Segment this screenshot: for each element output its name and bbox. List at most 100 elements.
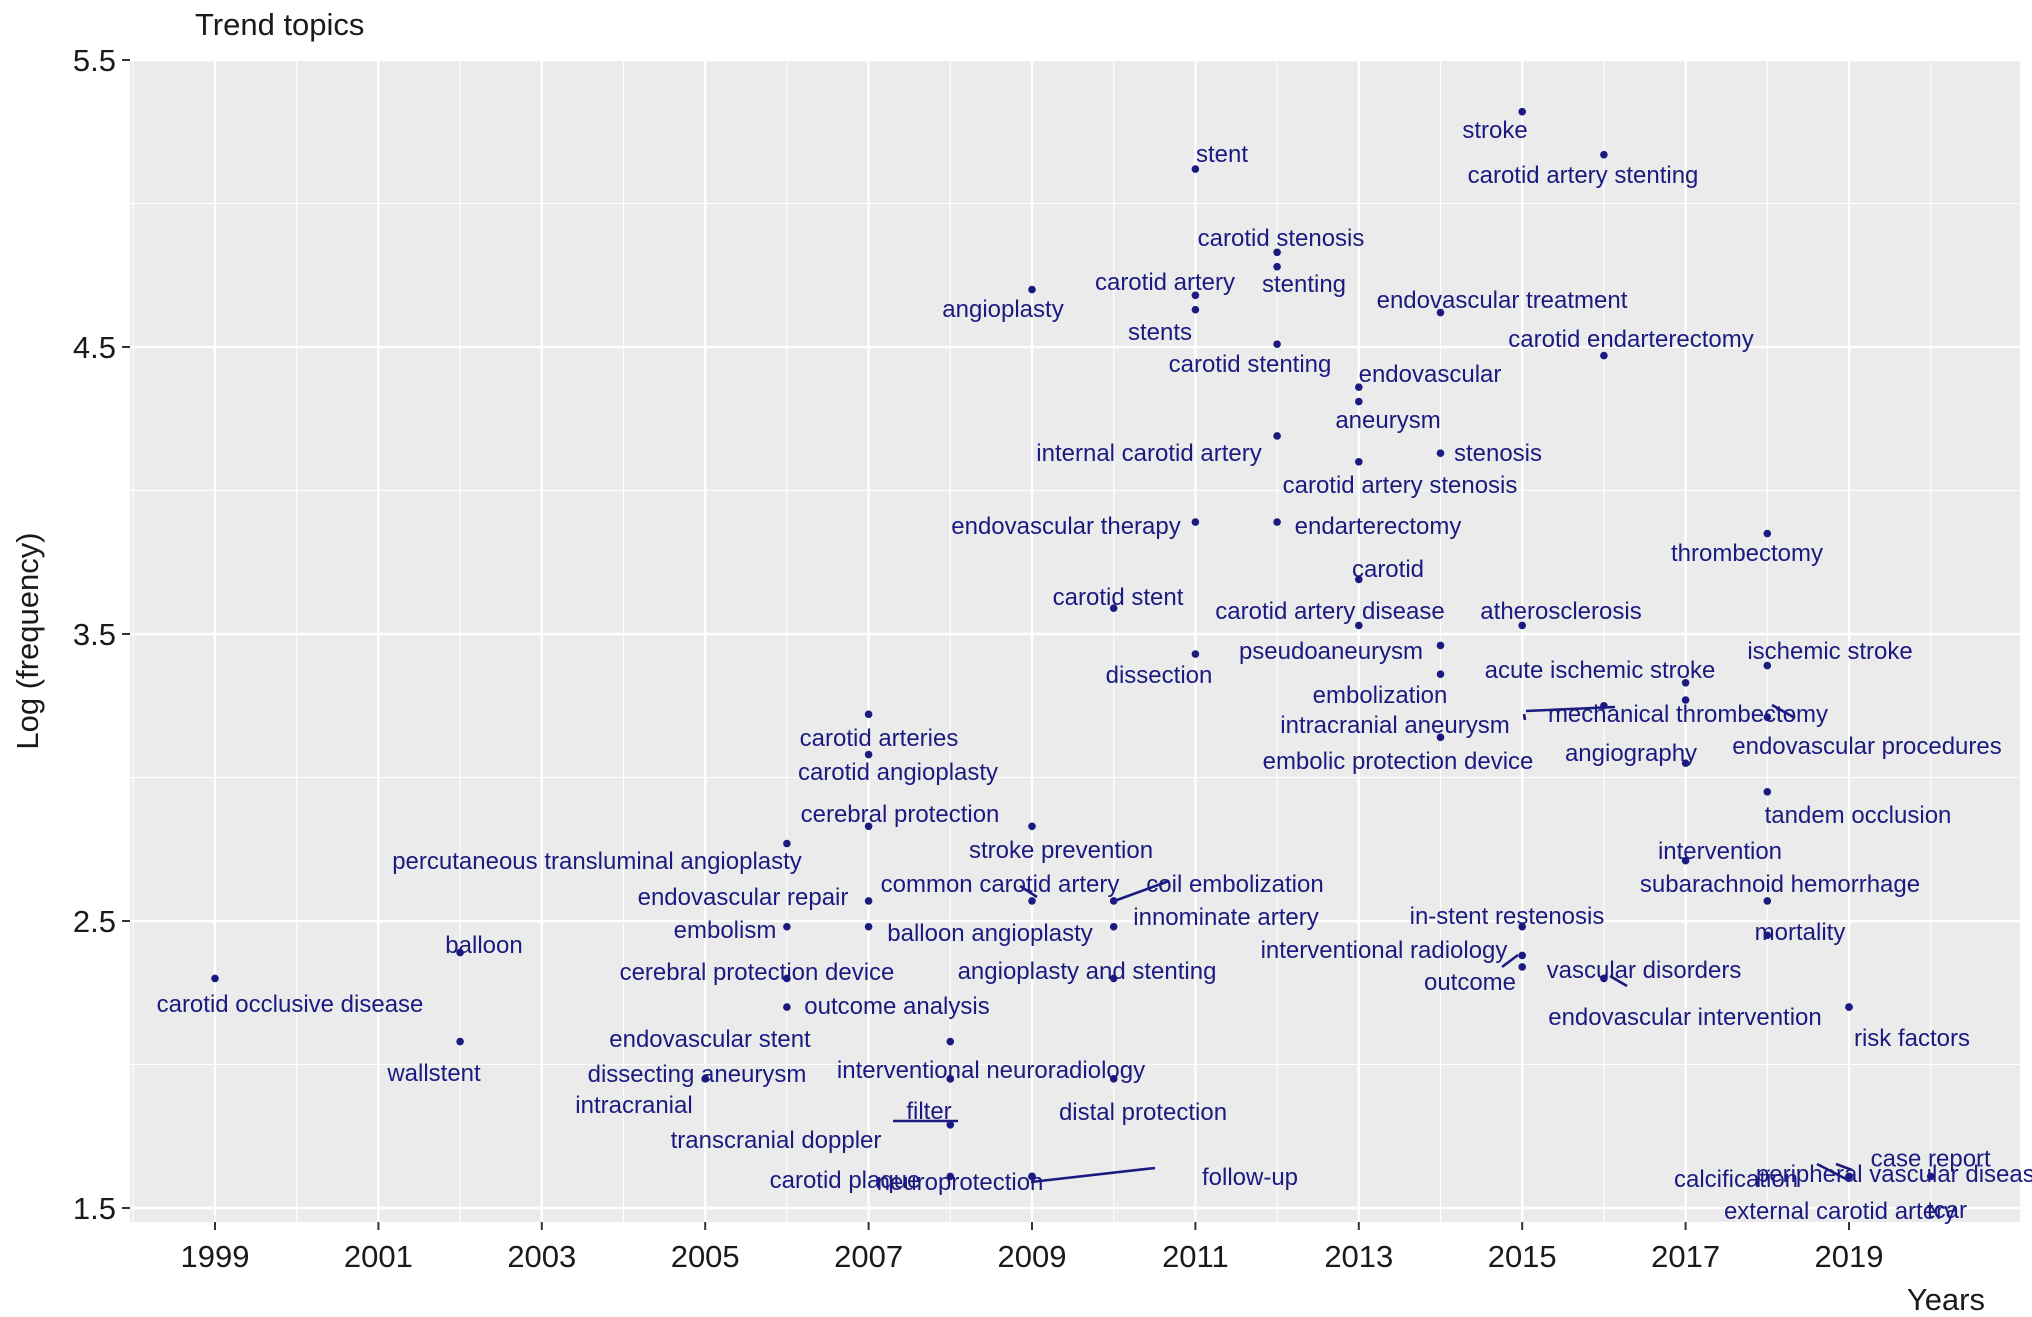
x-tick-label: 2003 — [507, 1239, 576, 1274]
label-cerebral-protection: cerebral protection — [801, 801, 1000, 828]
label-endovascular-procedures: endovascular procedures — [1732, 733, 2002, 760]
x-tick-label: 2019 — [1815, 1239, 1884, 1274]
label-carotid-angioplasty: carotid angioplasty — [798, 759, 998, 786]
point-carotid-arteries — [864, 710, 873, 719]
label-ischemic-stroke: ischemic stroke — [1747, 638, 1912, 665]
label-leader-line — [1019, 884, 1038, 899]
point-case-report — [1926, 1172, 1935, 1181]
label-tcar: tcar — [1927, 1197, 1967, 1224]
label-calcification: calcification — [1674, 1166, 1798, 1193]
point-thrombectomy — [1763, 529, 1772, 538]
point-coil-embolization — [1109, 897, 1118, 905]
x-tick-label: 2009 — [998, 1239, 1067, 1274]
y-tick-label: 1.5 — [73, 1191, 116, 1226]
label-carotid-plaque: carotid plaque — [770, 1167, 921, 1194]
label-endovascular: endovascular — [1359, 361, 1502, 388]
point-outcome — [1518, 963, 1526, 971]
label-innominate-artery: innominate artery — [1133, 904, 1318, 931]
point-percutaneous-transluminal-angioplasty — [783, 839, 791, 848]
label-outcome: outcome — [1424, 969, 1516, 996]
point-pseudoaneurysm — [1436, 641, 1445, 650]
label-subarachnoid-hemorrhage: subarachnoid hemorrhage — [1640, 871, 1920, 898]
label-carotid-artery-stenting: carotid artery stenting — [1468, 162, 1699, 189]
label-endarterectomy: endarterectomy — [1295, 513, 1462, 540]
x-tick-label: 2013 — [1324, 1239, 1393, 1274]
label-peripheral-vascular-disease: peripheral vascular disease — [1756, 1161, 2032, 1188]
label-carotid-endarterectomy: carotid endarterectomy — [1508, 326, 1753, 353]
label-coil-embolization: coil embolization — [1146, 871, 1323, 898]
point-labels: stroke carotid artery stenting stent caroti… — [157, 117, 2032, 1225]
label-vascular-disorders: vascular disorders — [1547, 957, 1742, 984]
label-angioplasty: angioplasty — [942, 296, 1063, 323]
label-aneurysm: aneurysm — [1335, 407, 1440, 434]
point-carotid-artery-stenting — [1600, 150, 1608, 159]
point-endovascular — [1355, 383, 1363, 391]
label-leader-line — [1835, 1162, 1853, 1172]
label-mortality: mortality — [1755, 919, 1846, 946]
label-carotid-stenting: carotid stenting — [1169, 351, 1332, 378]
label-embolization: embolization — [1313, 682, 1448, 709]
label-intracranial-aneurysm: intracranial aneurysm — [1280, 712, 1509, 739]
y-axis-tick-labels: 1.5 2.5 3.5 4.5 5.5 — [73, 43, 116, 1226]
point-embolic-protection-device — [1436, 733, 1445, 742]
label-stroke-prevention: stroke prevention — [969, 837, 1153, 864]
point-transcranial-doppler — [946, 1120, 955, 1129]
label-in-stent-restenosis: in-stent restenosis — [1410, 903, 1605, 930]
point-endovascular-procedures — [1763, 713, 1772, 722]
label-carotid-artery-disease: carotid artery disease — [1215, 598, 1444, 625]
label-cerebral-protection-device: cerebral protection device — [620, 959, 895, 986]
point-stent — [1191, 165, 1200, 173]
y-tick-label: 4.5 — [73, 330, 116, 365]
point-common-carotid-artery — [1028, 897, 1036, 905]
label-carotid-artery-stenosis: carotid artery stenosis — [1283, 472, 1518, 499]
point-carotid-artery — [1191, 291, 1200, 300]
data-points — [211, 107, 1935, 1181]
point-endarterectomy — [1273, 518, 1281, 526]
label-endovascular-therapy: endovascular therapy — [951, 513, 1180, 540]
x-axis-tick-labels: 1999 2001 2003 2005 2007 2009 2011 2013 2015 2017… — [181, 1239, 1884, 1274]
label-leader-line — [1771, 703, 1796, 720]
label-intracranial: intracranial — [575, 1092, 692, 1119]
point-internal-carotid-artery — [1273, 432, 1281, 440]
x-tick-label: 2007 — [834, 1239, 903, 1274]
label-mechanical-thrombectomy: mechanical thrombectomy — [1548, 701, 1828, 728]
label-intervention: intervention — [1658, 838, 1782, 865]
point-embolism — [783, 922, 791, 931]
point-innominate-artery — [1109, 922, 1118, 931]
point-tandem-occlusion — [1763, 788, 1772, 796]
label-interventional-radiology: interventional radiology — [1261, 937, 1508, 964]
label-balloon: balloon — [445, 932, 522, 959]
point-endovascular-repair — [864, 897, 873, 905]
label-transcranial-doppler: transcranial doppler — [671, 1127, 882, 1154]
label-thrombectomy: thrombectomy — [1671, 540, 1823, 567]
point-balloon — [456, 948, 464, 957]
point-mortality — [1763, 931, 1772, 940]
point-stroke-prevention — [1028, 822, 1036, 831]
point-neuroprotection — [946, 1172, 955, 1181]
point-outcome-analysis — [783, 1003, 791, 1011]
label-dissection: dissection — [1106, 662, 1213, 689]
x-tick-label: 2005 — [671, 1239, 740, 1274]
label-angioplasty-and-stenting: angioplasty and stenting — [958, 958, 1217, 985]
point-carotid-artery-disease — [1355, 621, 1363, 630]
label-atherosclerosis: atherosclerosis — [1480, 598, 1641, 625]
point-filter — [946, 1075, 955, 1083]
label-carotid-stent: carotid stent — [1053, 584, 1184, 611]
point-carotid — [1355, 575, 1363, 584]
label-neuroprotection: neuroprotection — [877, 1169, 1044, 1196]
label-endovascular-repair: endovascular repair — [638, 884, 849, 911]
point-risk-factors — [1845, 1003, 1853, 1011]
point-acute-ischemic-stroke — [1681, 678, 1690, 687]
point-aneurysm — [1355, 397, 1363, 406]
x-axis-title: Years — [1907, 1282, 1985, 1317]
label-carotid-arteries: carotid arteries — [800, 725, 959, 752]
x-tick-label: 2017 — [1651, 1239, 1720, 1274]
point-interventional-radiology — [1518, 951, 1526, 960]
label-carotid-artery: carotid artery — [1095, 269, 1235, 296]
y-axis-title: Log (frequency) — [10, 532, 45, 749]
point-angioplasty — [1028, 285, 1036, 294]
label-acute-ischemic-stroke: acute ischemic stroke — [1485, 657, 1716, 684]
point-endovascular-therapy — [1191, 518, 1200, 526]
point-angiography — [1681, 759, 1690, 767]
label-percutaneous-transluminal-angioplasty: percutaneous transluminal angioplasty — [392, 848, 802, 875]
